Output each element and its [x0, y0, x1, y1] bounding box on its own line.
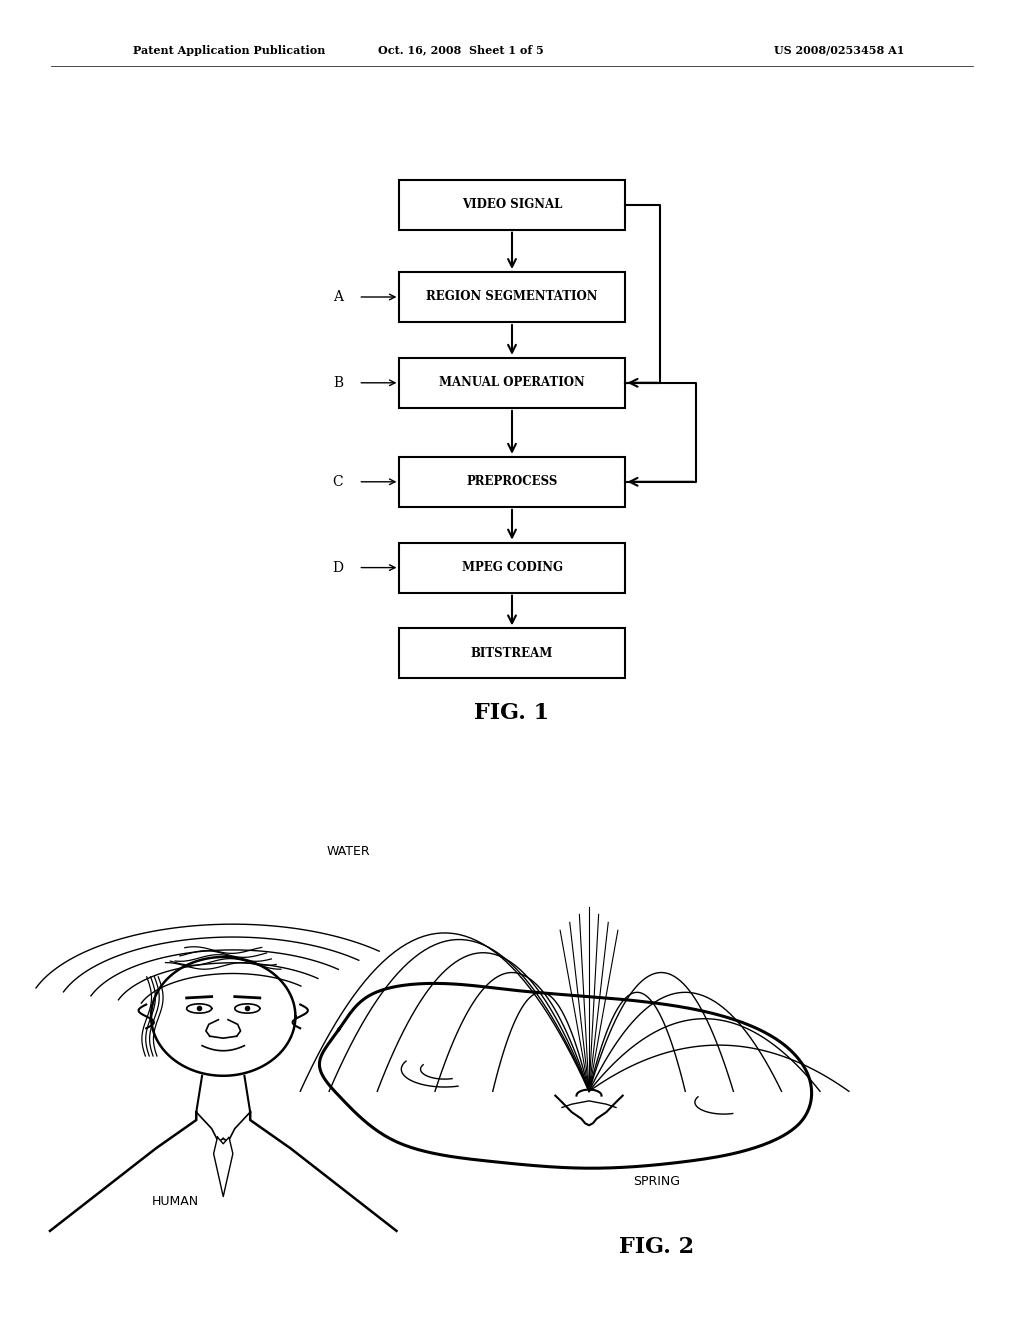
Text: Patent Application Publication: Patent Application Publication — [133, 45, 326, 55]
FancyBboxPatch shape — [399, 272, 625, 322]
Text: A: A — [333, 290, 343, 304]
Text: B: B — [333, 376, 343, 389]
Text: HUMAN: HUMAN — [152, 1195, 199, 1208]
Text: FIG. 2: FIG. 2 — [618, 1237, 694, 1258]
FancyBboxPatch shape — [399, 628, 625, 678]
Polygon shape — [197, 1076, 250, 1111]
Text: BITSTREAM: BITSTREAM — [471, 647, 553, 660]
FancyBboxPatch shape — [399, 358, 625, 408]
Text: REGION SEGMENTATION: REGION SEGMENTATION — [426, 290, 598, 304]
Text: VIDEO SIGNAL: VIDEO SIGNAL — [462, 198, 562, 211]
Text: US 2008/0253458 A1: US 2008/0253458 A1 — [774, 45, 905, 55]
Text: MPEG CODING: MPEG CODING — [462, 561, 562, 574]
FancyBboxPatch shape — [399, 543, 625, 593]
Text: C: C — [333, 475, 343, 488]
Text: Oct. 16, 2008  Sheet 1 of 5: Oct. 16, 2008 Sheet 1 of 5 — [378, 45, 544, 55]
FancyBboxPatch shape — [399, 457, 625, 507]
Text: PREPROCESS: PREPROCESS — [466, 475, 558, 488]
Text: FIG. 1: FIG. 1 — [474, 702, 550, 723]
FancyBboxPatch shape — [399, 180, 625, 230]
Text: SPRING: SPRING — [633, 1175, 680, 1188]
Text: D: D — [332, 561, 343, 574]
Polygon shape — [214, 1138, 232, 1196]
Text: MANUAL OPERATION: MANUAL OPERATION — [439, 376, 585, 389]
Text: WATER: WATER — [327, 845, 371, 858]
